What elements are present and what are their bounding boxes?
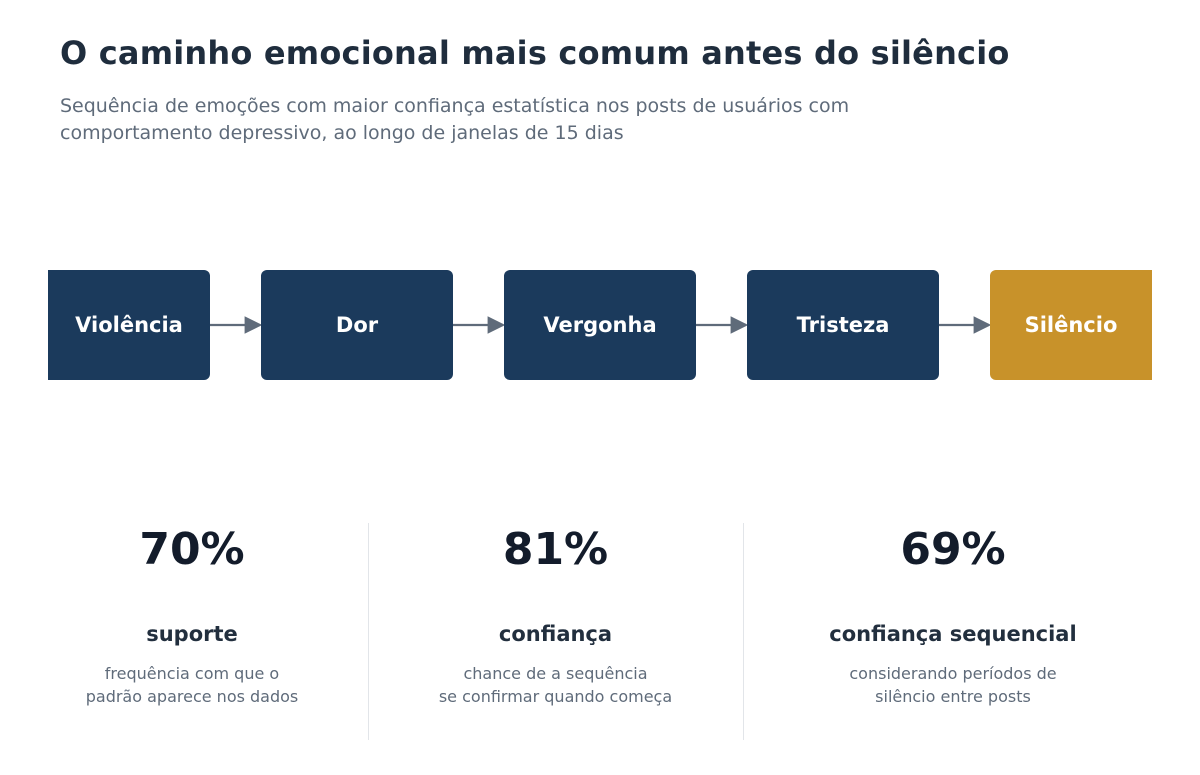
page-subtitle: Sequência de emoções com maior confiança… <box>60 95 850 144</box>
step-tristeza: Tristeza <box>747 270 939 380</box>
metric-description-line: considerando períodos de <box>849 664 1057 683</box>
metric-description: frequência com que o padrão aparece nos … <box>42 662 342 708</box>
metric-label: confiança <box>498 622 613 646</box>
emotion-flow: Violência Dor Vergonha Tristeza Silêncio <box>48 270 1152 380</box>
step-violencia: Violência <box>48 270 210 380</box>
metric-description-line: silêncio entre posts <box>875 687 1031 706</box>
page-title: O caminho emocional mais comum antes do … <box>60 34 1010 72</box>
step-dor: Dor <box>261 270 453 380</box>
metric-description-line: chance de a sequência <box>463 664 648 683</box>
metric-suporte: 70% suporte frequência com que o padrão … <box>42 520 342 708</box>
metric-divider <box>368 523 369 740</box>
metric-confianca-sequencial: 69% confiança sequencial considerando pe… <box>778 520 1128 708</box>
flow-arrows <box>207 316 992 334</box>
step-vergonha: Vergonha <box>504 270 696 380</box>
metric-description-line: padrão aparece nos dados <box>85 687 299 706</box>
metric-value: 69% <box>900 524 1006 575</box>
metric-description: chance de a sequência se confirmar quand… <box>400 662 711 708</box>
metric-description-line: frequência com que o <box>104 664 280 683</box>
metric-value: 81% <box>502 524 609 575</box>
metric-label: suporte <box>146 622 238 646</box>
step-silencio: Silêncio <box>990 270 1152 380</box>
metric-value: 70% <box>139 524 245 575</box>
metric-description-line: se confirmar quando começa <box>438 687 673 706</box>
metric-divider <box>743 523 744 740</box>
metric-label: confiança sequencial <box>829 622 1077 646</box>
metric-confianca: 81% confiança chance de a sequência se c… <box>400 520 711 708</box>
metric-description: considerando períodos de silêncio entre … <box>778 662 1128 708</box>
